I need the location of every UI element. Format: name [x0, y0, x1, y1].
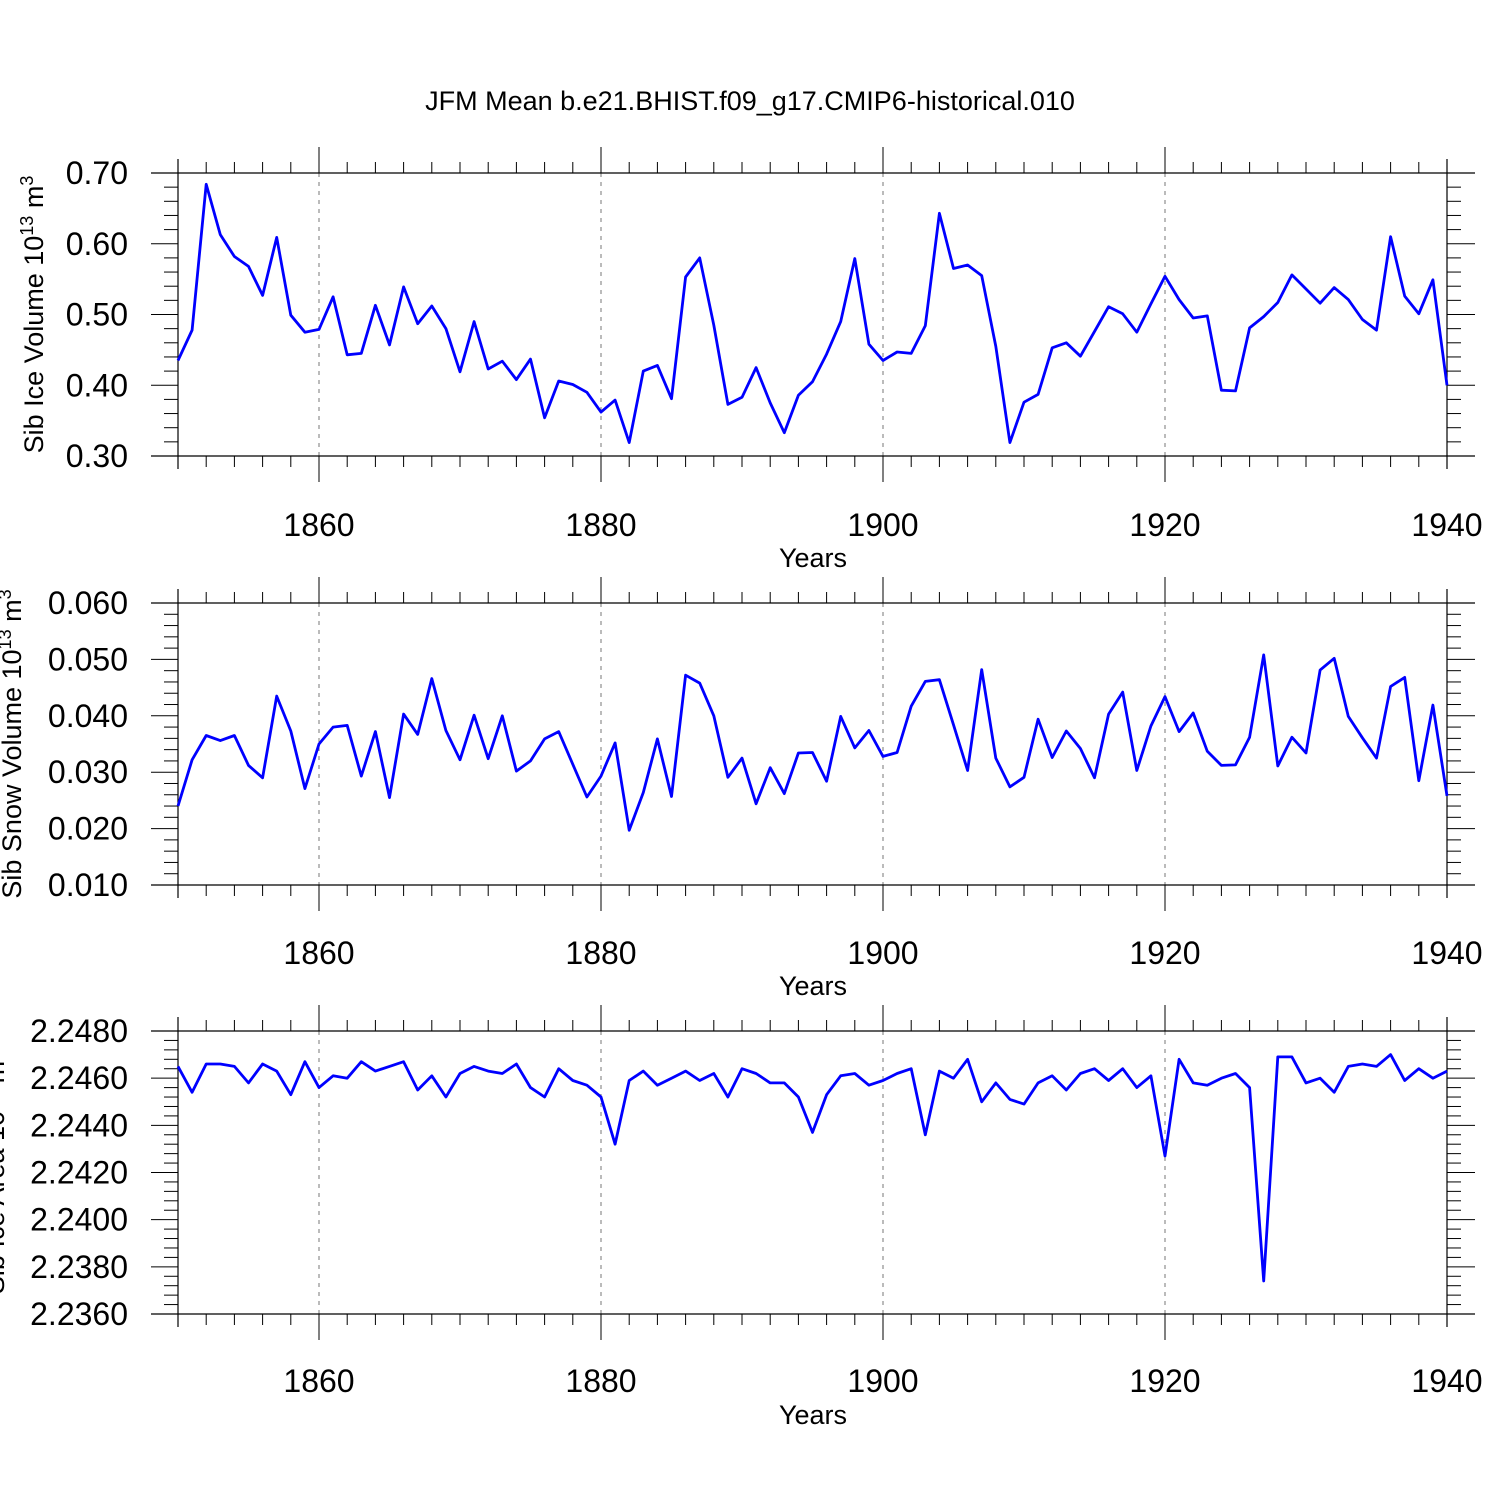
y-axis-label: Sib Ice Area 1013 m2 — [0, 1051, 10, 1294]
y-tick-label: 0.60 — [66, 226, 128, 262]
y-axis-label-superscript: 3 — [17, 176, 37, 186]
y-tick-label: 2.2360 — [30, 1296, 128, 1332]
x-tick-label: 1940 — [1411, 935, 1482, 971]
y-axis-label-part: Sib Snow Volume 10 — [0, 649, 27, 898]
y-axis-label-superscript: 13 — [0, 629, 15, 649]
y-tick-label: 0.010 — [48, 867, 128, 903]
x-tick-label: 1940 — [1411, 1363, 1482, 1399]
x-tick-label: 1920 — [1129, 507, 1200, 543]
y-tick-label: 0.40 — [66, 367, 128, 403]
y-tick-label: 2.2420 — [30, 1155, 128, 1191]
data-series-line — [176, 653, 1449, 832]
figure-title: JFM Mean b.e21.BHIST.f09_g17.CMIP6-histo… — [425, 86, 1075, 116]
x-tick-label: 1900 — [847, 507, 918, 543]
y-axis-label: Sib Snow Volume 1013 m3 — [0, 589, 27, 898]
y-axis-label-part: m — [0, 1061, 10, 1091]
x-tick-label: 1920 — [1129, 935, 1200, 971]
data-series-line — [176, 1053, 1448, 1283]
x-tick-label: 1880 — [565, 935, 636, 971]
y-axis-label-part: m — [0, 599, 27, 629]
y-tick-label: 2.2380 — [30, 1249, 128, 1285]
x-tick-label: 1860 — [283, 1363, 354, 1399]
y-axis-label-part: Sib Ice Volume 10 — [19, 236, 49, 454]
y-tick-label: 0.30 — [66, 438, 128, 474]
y-tick-label: 0.060 — [48, 585, 128, 621]
x-tick-label: 1900 — [847, 1363, 918, 1399]
y-tick-label: 2.2460 — [30, 1060, 128, 1096]
y-axis-label-part: m — [19, 186, 49, 216]
x-tick-label: 1860 — [283, 507, 354, 543]
panel-1: 0.30 0.40 0.50 0.60 0.70 1860 1880 1900 1920 1940… — [17, 147, 1483, 573]
y-axis-label: Sib Ice Volume 1013 m3 — [17, 176, 49, 454]
y-tick-label: 2.2400 — [30, 1202, 128, 1238]
x-axis-label: Years — [779, 1400, 847, 1430]
data-series-line — [176, 182, 1449, 445]
panels: 0.30 0.40 0.50 0.60 0.70 1860 1880 1900 1920 1940… — [0, 147, 1483, 1430]
x-tick-label: 1900 — [847, 935, 918, 971]
x-axis-label: Years — [779, 971, 847, 1001]
y-tick-label: 2.2440 — [30, 1107, 128, 1143]
x-tick-label: 1880 — [565, 1363, 636, 1399]
y-tick-label: 0.050 — [48, 641, 128, 677]
x-axis-label: Years — [779, 543, 847, 573]
y-axis-label-part: Sib Ice Area 10 — [0, 1111, 10, 1294]
y-tick-label: 0.020 — [48, 811, 128, 847]
x-tick-label: 1920 — [1129, 1363, 1200, 1399]
y-tick-label: 0.030 — [48, 754, 128, 790]
y-tick-label: 0.70 — [66, 155, 128, 191]
y-axis-label-superscript: 3 — [0, 589, 15, 599]
panel-3: 2.2360 2.2380 2.2400 2.2420 2.2440 2.2460 2.24… — [0, 1005, 1483, 1430]
y-axis-label-superscript: 13 — [17, 216, 37, 236]
y-tick-label: 2.2480 — [30, 1013, 128, 1049]
x-tick-label: 1860 — [283, 935, 354, 971]
x-tick-label: 1880 — [565, 507, 636, 543]
panel-2: 0.010 0.020 0.030 0.040 0.050 0.060 1860 1880 19… — [0, 577, 1483, 1001]
x-tick-label: 1940 — [1411, 507, 1482, 543]
y-tick-label: 0.040 — [48, 698, 128, 734]
y-tick-label: 0.50 — [66, 297, 128, 333]
